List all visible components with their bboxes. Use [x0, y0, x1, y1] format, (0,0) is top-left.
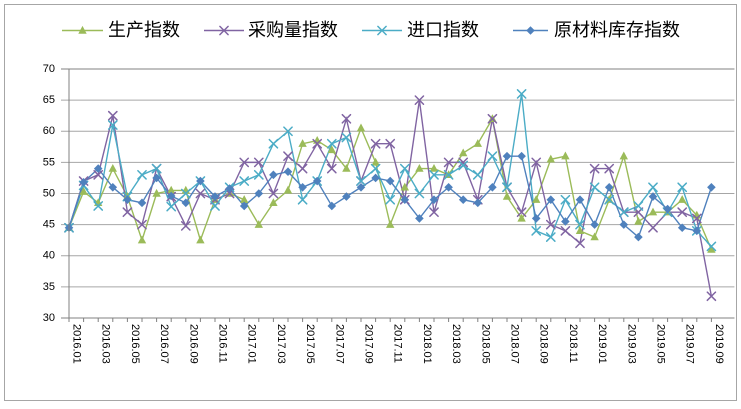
- svg-text:70: 70: [43, 63, 55, 75]
- svg-text:2016.07: 2016.07: [158, 324, 170, 364]
- svg-text:进口指数: 进口指数: [407, 20, 479, 40]
- svg-text:2019.03: 2019.03: [625, 324, 637, 364]
- svg-text:原材料库存指数: 原材料库存指数: [554, 20, 680, 40]
- svg-text:2017.05: 2017.05: [304, 324, 316, 364]
- svg-text:2016.03: 2016.03: [100, 324, 112, 364]
- svg-text:2018.05: 2018.05: [479, 324, 491, 364]
- svg-text:2019.01: 2019.01: [596, 324, 608, 364]
- svg-text:2017.09: 2017.09: [363, 324, 375, 364]
- svg-text:60: 60: [43, 125, 55, 137]
- svg-text:45: 45: [43, 219, 55, 231]
- svg-text:35: 35: [43, 281, 55, 293]
- svg-text:2018.03: 2018.03: [450, 324, 462, 364]
- svg-text:55: 55: [43, 156, 55, 168]
- svg-text:2017.03: 2017.03: [275, 324, 287, 364]
- svg-text:2018.09: 2018.09: [538, 324, 550, 364]
- svg-text:生产指数: 生产指数: [108, 20, 180, 40]
- svg-text:30: 30: [43, 312, 55, 324]
- svg-text:2016.05: 2016.05: [129, 324, 141, 364]
- svg-text:2016.09: 2016.09: [187, 324, 199, 364]
- svg-text:2017.11: 2017.11: [392, 324, 404, 363]
- svg-text:采购量指数: 采购量指数: [248, 20, 338, 40]
- svg-text:2017.07: 2017.07: [333, 324, 345, 364]
- svg-text:65: 65: [43, 94, 55, 106]
- svg-text:2018.01: 2018.01: [421, 324, 433, 364]
- svg-text:2018.11: 2018.11: [567, 324, 579, 363]
- svg-text:2016.01: 2016.01: [71, 324, 83, 364]
- svg-text:50: 50: [43, 187, 55, 199]
- svg-text:2019.05: 2019.05: [655, 324, 667, 364]
- svg-text:2016.11: 2016.11: [217, 324, 229, 363]
- svg-text:2019.07: 2019.07: [684, 324, 696, 364]
- svg-text:2019.09: 2019.09: [713, 324, 725, 364]
- svg-text:2018.07: 2018.07: [509, 324, 521, 364]
- svg-text:2017.01: 2017.01: [246, 324, 258, 364]
- svg-text:40: 40: [43, 250, 55, 262]
